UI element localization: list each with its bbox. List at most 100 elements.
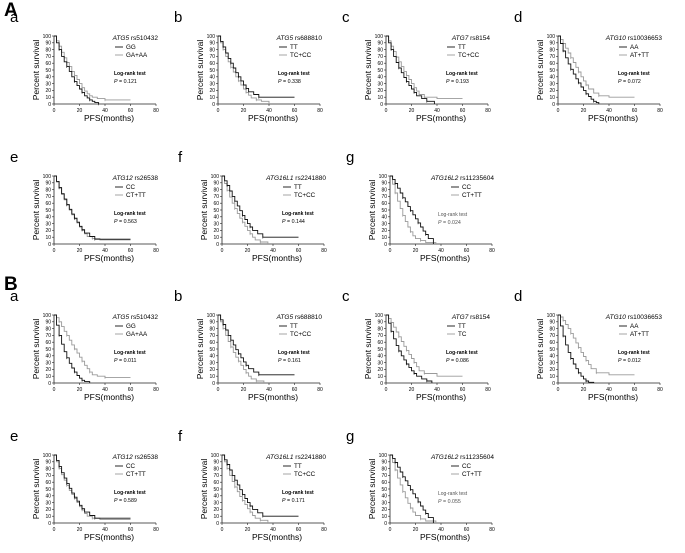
y-tick-label: 100 — [547, 34, 556, 40]
p-value-label: P = 0.338 — [278, 79, 301, 85]
x-tick-label: 60 — [128, 108, 134, 114]
panel-letter: e — [10, 428, 18, 445]
snp-id: rs2241880 — [293, 175, 326, 182]
x-axis-title: PFS(months) — [252, 532, 302, 542]
legend-label: TC — [458, 331, 467, 338]
x-tick-label: 80 — [153, 527, 159, 533]
legend-label: CT+TT — [126, 192, 146, 199]
p-symbol: P — [282, 498, 286, 504]
y-tick-label: 0 — [552, 102, 555, 108]
x-tick-label: 20 — [409, 387, 415, 393]
y-tick-label: 90 — [549, 320, 555, 326]
survival-curve-ct-tt — [54, 175, 131, 241]
p-value: = 0.024 — [442, 220, 461, 226]
p-symbol: P — [618, 358, 622, 364]
p-symbol: P — [282, 219, 286, 225]
x-tick-label: 80 — [153, 108, 159, 114]
y-tick-label: 60 — [213, 201, 219, 207]
x-tick-label: 60 — [632, 387, 638, 393]
survival-curve-ct-tt — [390, 175, 437, 244]
x-tick-label: 20 — [413, 527, 419, 533]
y-tick-label: 100 — [379, 453, 388, 459]
y-tick-label: 10 — [377, 95, 383, 101]
log-rank-label: Log-rank test — [446, 71, 478, 77]
y-tick-label: 50 — [381, 208, 387, 214]
p-value-label: P = 0.072 — [618, 79, 641, 85]
y-tick-label: 50 — [213, 487, 219, 493]
y-tick-label: 20 — [549, 88, 555, 94]
y-tick-label: 70 — [549, 54, 555, 60]
gene-name: ATG5 — [276, 35, 294, 42]
snp-id: rs11235604 — [458, 175, 494, 182]
y-tick-label: 10 — [209, 95, 215, 101]
x-tick-label: 0 — [221, 527, 224, 533]
y-tick-label: 100 — [43, 453, 52, 459]
y-axis-title: Percent survival — [367, 180, 377, 241]
x-tick-label: 40 — [102, 248, 108, 254]
y-tick-label: 10 — [45, 374, 51, 380]
x-tick-label: 40 — [438, 527, 444, 533]
y-tick-label: 50 — [213, 208, 219, 214]
panel-title: ATG5 rs510432 — [112, 314, 159, 321]
p-value-label: P = 0.012 — [618, 358, 641, 364]
legend-label: CT+TT — [462, 192, 482, 199]
survival-curve-ct-tt — [54, 454, 131, 521]
p-value: = 0.171 — [286, 498, 305, 504]
panel-title: ATG12 rs26538 — [112, 175, 159, 182]
y-tick-label: 40 — [377, 75, 383, 81]
y-tick-label: 70 — [209, 54, 215, 60]
y-axis-title: Percent survival — [535, 40, 545, 101]
p-value: = 0.589 — [118, 498, 137, 504]
x-tick-label: 0 — [385, 387, 388, 393]
y-tick-label: 100 — [43, 34, 52, 40]
legend-label: TT — [294, 463, 302, 470]
x-axis-title: PFS(months) — [84, 253, 134, 263]
x-tick-label: 60 — [128, 387, 134, 393]
log-rank-label: Log-rank test — [282, 490, 314, 496]
y-axis-title: Percent survival — [367, 459, 377, 520]
panel-letter: a — [10, 288, 19, 305]
legend-label: TC+CC — [294, 192, 316, 199]
x-tick-label: 0 — [385, 108, 388, 114]
survival-curve-tt — [218, 35, 295, 98]
x-tick-label: 40 — [102, 108, 108, 114]
y-axis-title: Percent survival — [535, 319, 545, 380]
y-tick-label: 90 — [209, 41, 215, 47]
y-tick-label: 20 — [209, 367, 215, 373]
y-tick-label: 30 — [45, 500, 51, 506]
y-tick-label: 0 — [380, 102, 383, 108]
p-value: = 0.338 — [282, 79, 301, 85]
y-tick-label: 20 — [213, 228, 219, 234]
x-tick-label: 80 — [489, 527, 495, 533]
y-tick-label: 10 — [45, 235, 51, 241]
legend-label: AT+TT — [630, 52, 649, 59]
log-rank-label: Log-rank test — [438, 491, 468, 497]
y-tick-label: 20 — [45, 367, 51, 373]
survival-curve-tt — [222, 454, 299, 517]
x-tick-label: 60 — [296, 248, 302, 254]
y-tick-label: 30 — [45, 81, 51, 87]
y-tick-label: 60 — [209, 340, 215, 346]
x-axis-title: PFS(months) — [416, 113, 466, 123]
y-tick-label: 40 — [209, 75, 215, 81]
y-tick-label: 20 — [209, 88, 215, 94]
p-symbol: P — [278, 358, 282, 364]
p-value-label: P = 0.171 — [282, 498, 305, 504]
x-tick-label: 60 — [292, 108, 298, 114]
panel-title: ATG5 rs688810 — [276, 314, 323, 321]
y-tick-label: 90 — [381, 181, 387, 187]
x-tick-label: 80 — [153, 248, 159, 254]
y-tick-label: 80 — [45, 466, 51, 472]
y-tick-label: 60 — [381, 480, 387, 486]
y-tick-label: 90 — [377, 41, 383, 47]
x-tick-label: 60 — [460, 387, 466, 393]
p-value: = 0.012 — [622, 358, 641, 364]
y-tick-label: 50 — [45, 347, 51, 353]
y-tick-label: 30 — [381, 500, 387, 506]
snp-id: rs510432 — [129, 35, 158, 42]
y-tick-label: 0 — [380, 381, 383, 387]
snp-id: rs10036653 — [626, 35, 663, 42]
panel-title: ATG16L2 rs11235604 — [430, 454, 494, 461]
